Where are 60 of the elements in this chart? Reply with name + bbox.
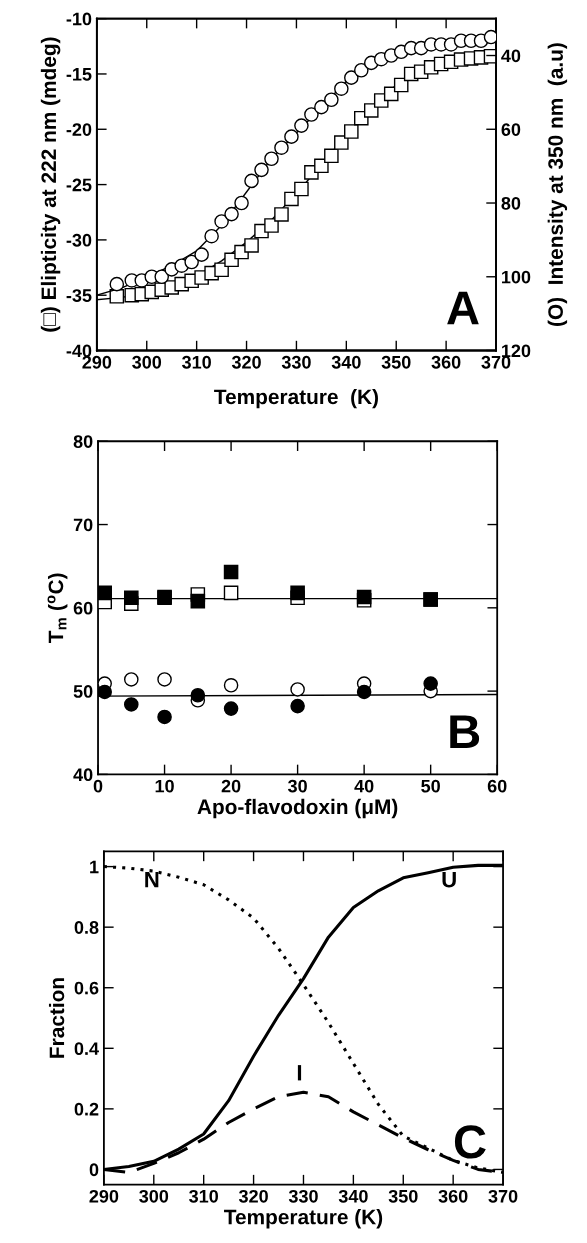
y-tick-label: 0.8: [74, 921, 99, 934]
x-tick-label: 50: [421, 779, 440, 793]
x-tick-label: 290: [89, 1189, 119, 1203]
y2-tick-label: 120: [502, 344, 531, 358]
y-tick-label: 0.2: [74, 1102, 99, 1116]
x-axis-title: Temperature (K): [224, 1209, 383, 1229]
x-tick-label: 60: [487, 779, 507, 793]
y-tick-label: 50: [73, 685, 93, 698]
x-tick-label: 310: [182, 355, 211, 369]
y-axis-title: Fraction: [48, 978, 65, 1058]
annotation: B: [450, 715, 480, 748]
y-tick-label: -35: [66, 289, 92, 302]
x-axis-title: Temperature (K): [214, 388, 378, 409]
x-tick-label: 340: [338, 1189, 368, 1203]
y2-tick-label: 40: [501, 49, 521, 63]
x-tick-label: 20: [221, 779, 241, 793]
x-tick-label: 330: [288, 1189, 318, 1203]
x-tick-label: 310: [189, 1189, 219, 1203]
x-tick-label: 340: [331, 355, 361, 369]
annotation: U: [442, 871, 456, 888]
y-tick-label: 80: [73, 435, 93, 448]
y-tick-label: -40: [66, 344, 92, 358]
x-tick-label: 360: [431, 355, 461, 369]
y-tick-label: -20: [66, 123, 92, 136]
y-tick-label: -15: [66, 68, 92, 81]
x-tick-label: 10: [155, 779, 174, 793]
x-tick-label: 40: [354, 779, 374, 793]
y2-axis-title: (O) Intensity at 350 nm (a.u): [547, 43, 568, 326]
y-tick-label: 1: [90, 860, 99, 874]
y-tick-label: 0.6: [74, 981, 99, 995]
x-tick-label: 360: [438, 1189, 468, 1203]
y-tick-label: 40: [73, 768, 93, 782]
y-tick-label: 0: [89, 1163, 99, 1177]
y-axis-title: (□) Elipticity at 222 nm (mdeg): [40, 37, 61, 332]
y2-tick-label: 100: [502, 270, 531, 284]
x-tick-label: 350: [381, 355, 411, 369]
y-tick-label: -10: [66, 12, 92, 26]
y-tick-label: -30: [66, 233, 92, 247]
x-tick-label: 350: [388, 1189, 418, 1203]
x-tick-label: 370: [481, 355, 511, 369]
annotation: N: [145, 871, 159, 888]
y-tick-label: 0.4: [74, 1042, 99, 1056]
annotation: C: [454, 1125, 486, 1159]
x-tick-label: 370: [488, 1189, 518, 1203]
y-tick-label: 70: [73, 518, 93, 532]
x-tick-label: 290: [82, 355, 112, 369]
annotation: A: [447, 291, 479, 325]
y-axis-title: T$_{m}$ ($^{o}$C): [47, 573, 68, 644]
y2-tick-label: 80: [501, 196, 521, 210]
y-tick-label: -25: [66, 178, 92, 192]
x-tick-label: 320: [231, 355, 261, 369]
x-axis-title: Apo-flavodoxin (μM): [197, 798, 398, 819]
x-tick-label: 300: [132, 355, 162, 369]
y-tick-label: 60: [73, 601, 93, 615]
x-tick-label: 330: [281, 355, 311, 369]
y2-tick-label: 60: [501, 123, 521, 136]
x-tick-label: 30: [287, 779, 307, 793]
annotation: I: [297, 1065, 302, 1081]
x-tick-label: 300: [139, 1189, 169, 1203]
x-tick-label: 320: [238, 1189, 268, 1203]
